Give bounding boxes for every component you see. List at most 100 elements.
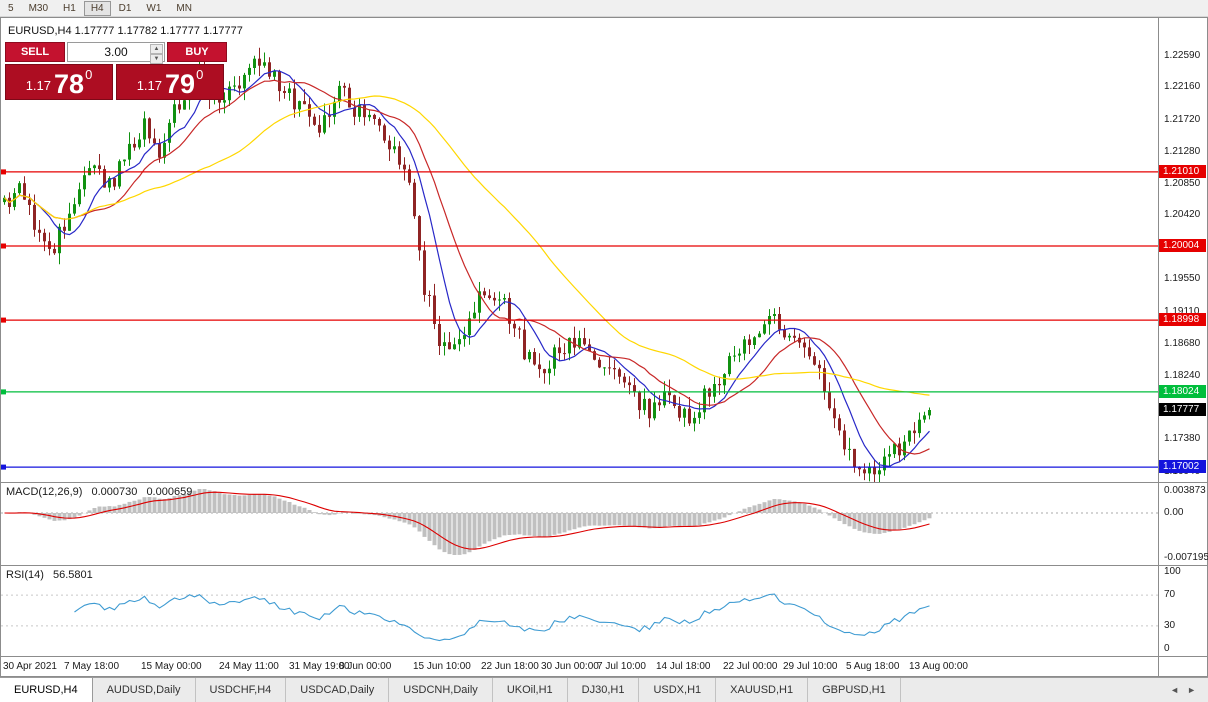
sell-price-point: 0 [85,67,93,82]
price-axis-tick: 1.20420 [1164,209,1201,221]
rsi-axis-separator [1158,566,1159,656]
chart-tab-usdx-h1[interactable]: USDX,H1 [639,678,717,702]
trade-controls-row: SELL 3.00 ▲ ▼ BUY [5,42,227,64]
macd-chart-canvas[interactable] [1,483,1158,565]
rsi-axis-value: 100 [1164,566,1181,577]
price-axis-separator [1158,18,1159,482]
hline-price-label: 1.21010 [1159,164,1206,178]
tabs-scroll-right-icon[interactable]: ► [1187,685,1196,695]
rsi-axis-value: 70 [1164,589,1176,601]
sell-button[interactable]: SELL [5,42,65,62]
chart-tab-usdcad-daily[interactable]: USDCAD,Daily [286,678,390,702]
macd-name: MACD(12,26,9) [6,486,83,498]
buy-price-prefix: 1.17 [136,78,163,93]
hline-price-label: 1.20004 [1159,239,1206,253]
rsi-axis-value: 0 [1164,643,1170,654]
line-anchor-marker [1,464,6,470]
price-axis-tick: 1.22590 [1164,49,1201,61]
timeframe-toolbar: 5 M30 H1 H4 D1 W1 MN [0,0,1208,17]
timeframe-buttons: 5 M30 H1 H4 D1 W1 MN [1,0,200,16]
line-anchor-marker [1,243,6,249]
buy-price-display[interactable]: 1.17 79 0 [116,64,224,100]
current-price-label: 1.17777 [1159,403,1206,417]
buy-price-pips: 79 [165,69,196,100]
time-axis-label: 31 May 19:00 [289,661,350,672]
ma-line-8 [4,70,930,468]
macd-indicator-label: MACD(12,26,9) 0.000730 0.000659 [6,486,198,498]
timeframe-button-h4[interactable]: H4 [83,0,111,16]
macd-main-value: 0.000730 [91,486,138,498]
volume-decrease-icon[interactable]: ▼ [150,54,163,64]
timeframe-button-mn[interactable]: MN [176,2,192,14]
chart-tab-gbpusd-h1[interactable]: GBPUSD,H1 [808,678,901,702]
price-axis-tick: 1.18240 [1164,369,1201,381]
ma-line-16 [4,79,930,455]
time-axis-separator [1158,657,1159,676]
rsi-chart-canvas[interactable] [1,566,1158,656]
sell-price-display[interactable]: 1.17 78 0 [5,64,113,100]
tab-scroll-controls: ◄ ► [1158,678,1208,702]
price-axis-tick: 1.20850 [1164,177,1201,189]
time-axis-label: 22 Jun 18:00 [481,661,539,672]
trade-prices-row: 1.17 78 0 1.17 79 0 [5,64,227,100]
chart-tab-usdchf-h4[interactable]: USDCHF,H4 [195,678,287,702]
rsi-axis-value: 30 [1164,619,1176,631]
rsi-pane: RSI(14) 56.5801 100 70 30 0 [1,565,1207,656]
macd-signal-line [4,491,930,550]
time-axis-label: 14 Jul 18:00 [656,661,711,672]
time-axis-label: 7 Jul 10:00 [597,661,646,672]
chart-tab-dj30-h1[interactable]: DJ30,H1 [567,678,640,702]
time-axis-label: 5 Aug 18:00 [846,661,900,672]
time-axis-label: 29 Jul 10:00 [783,661,838,672]
time-axis-label: 8 Jun 00:00 [339,661,392,672]
price-chart-canvas[interactable] [1,18,1158,482]
time-axis: 30 Apr 2021 7 May 18:00 15 May 00:00 24 May… [1,656,1207,676]
tabs-scroll-left-icon[interactable]: ◄ [1170,685,1180,695]
macd-axis-value: 0.00 [1164,507,1184,518]
time-axis-label: 13 Aug 00:00 [909,661,968,672]
chart-tab-eurusd-h4[interactable]: EURUSD,H4 [0,678,93,702]
timeframe-button-d1[interactable]: D1 [118,2,132,14]
timeframe-button-w1[interactable]: W1 [146,2,162,14]
line-anchor-marker [1,389,6,395]
chart-tab-bar: EURUSD,H4 AUDUSD,Daily USDCHF,H4 USDCAD,Dai… [0,677,1208,702]
buy-button[interactable]: BUY [167,42,227,62]
macd-axis-value: -0.007195 [1164,552,1208,563]
volume-increase-icon[interactable]: ▲ [150,44,163,54]
ohlc-readout: EURUSD,H4 1.17777 1.17782 1.17777 1.1777… [8,25,243,37]
price-axis-tick: 1.22160 [1164,81,1201,93]
horizontal-lines[interactable] [1,169,1158,470]
volume-spinner: ▲ ▼ [150,44,163,64]
timeframe-button-h1[interactable]: H1 [63,2,76,14]
time-axis-label: 30 Jun 00:00 [541,661,599,672]
chart-tab-xauusd-h1[interactable]: XAUUSD,H1 [716,678,809,702]
timeframe-button-5[interactable]: 5 [8,2,14,14]
price-axis-tick: 1.21720 [1164,113,1201,125]
time-axis-label: 24 May 11:00 [219,661,279,672]
timeframe-button-m30[interactable]: M30 [28,2,49,14]
chart-tab-audusd-daily[interactable]: AUDUSD,Daily [92,678,196,702]
macd-pane: MACD(12,26,9) 0.000730 0.000659 0.003873… [1,482,1208,565]
chart-tab-ukoil-h1[interactable]: UKOil,H1 [492,678,568,702]
sell-price-pips: 78 [54,69,85,100]
line-anchor-marker [1,169,6,175]
candles [3,47,931,482]
rsi-line [74,593,930,642]
volume-input[interactable]: 3.00 ▲ ▼ [67,42,165,64]
time-axis-label: 15 Jun 10:00 [413,661,471,672]
price-axis-tick: 1.21280 [1164,146,1201,158]
chart-tabs: EURUSD,H4 AUDUSD,Daily USDCHF,H4 USDCAD,Dai… [0,678,901,702]
chart-tab-usdcnh-daily[interactable]: USDCNH,Daily [389,678,493,702]
macd-signal-value: 0.000659 [146,486,193,498]
rsi-name: RSI(14) [6,569,44,581]
hline-price-label: 1.18024 [1159,384,1206,398]
time-axis-label: 7 May 18:00 [64,661,120,672]
moving-averages [4,70,930,468]
price-axis-tick: 1.19110 [1164,305,1200,317]
price-pane: EURUSD,H4 1.17777 1.17782 1.17777 1.1777… [1,18,1207,482]
price-axis-tick: 1.19550 [1164,273,1201,285]
one-click-trading-widget: SELL 3.00 ▲ ▼ BUY 1.17 78 0 [5,42,227,100]
macd-histogram [7,489,932,555]
line-anchor-marker [1,317,6,323]
